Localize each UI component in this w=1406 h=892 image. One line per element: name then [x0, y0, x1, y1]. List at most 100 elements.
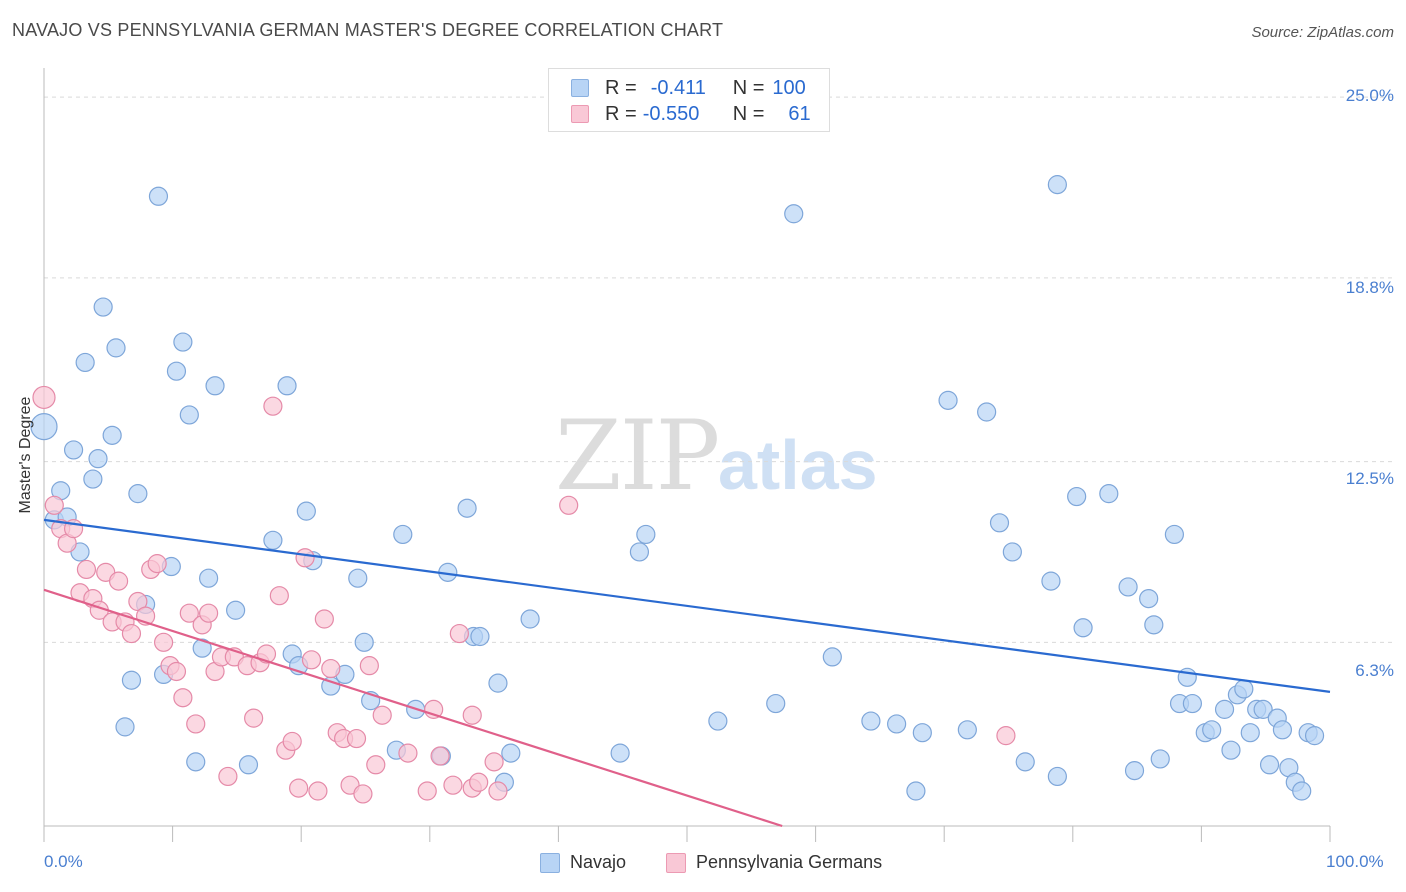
navajo-point — [977, 402, 997, 422]
source-credit: Source: ZipAtlas.com — [1251, 24, 1394, 41]
n-value: 100 — [772, 76, 806, 99]
pa-point — [153, 632, 174, 652]
pa-point — [430, 746, 450, 766]
navajo-point — [906, 781, 926, 801]
n-value: 61 — [788, 102, 811, 125]
pa-point — [301, 650, 322, 670]
navajo-point — [1234, 679, 1254, 699]
navajo-point — [636, 524, 656, 545]
navajo-point — [457, 498, 477, 518]
navajo-point — [1118, 577, 1138, 597]
pa-point — [166, 661, 187, 682]
navajo-point — [766, 693, 786, 714]
pa-point — [179, 603, 199, 623]
navajo-point — [1240, 723, 1260, 743]
pa-point — [173, 688, 193, 708]
navajo-point — [199, 568, 219, 588]
y-tick-label: 6.3% — [1355, 661, 1394, 680]
x-tick-label: 100.0% — [1326, 852, 1384, 871]
pa-point — [366, 755, 386, 775]
navajo-point — [1214, 699, 1235, 719]
pa-point — [147, 554, 167, 574]
legend-item-pa[interactable]: Pennsylvania Germans — [666, 852, 882, 873]
legend-row-pa: R = -0.550 N = 61 — [571, 102, 811, 126]
navajo-point — [1047, 175, 1067, 195]
pa-point — [244, 708, 264, 728]
chart-title: NAVAJO VS PENNSYLVANIA GERMAN MASTER'S D… — [12, 20, 724, 40]
pa-point — [108, 571, 129, 591]
pa-point — [559, 495, 579, 515]
pa-point — [263, 396, 283, 416]
navajo-point — [1041, 571, 1061, 591]
navajo-trend-line — [43, 518, 1331, 693]
navajo-point — [912, 723, 932, 743]
navajo-point — [115, 717, 135, 737]
navajo-legend-swatch — [540, 852, 560, 873]
pa-point — [462, 705, 482, 725]
navajo-point — [88, 449, 108, 469]
pa-point — [346, 728, 367, 749]
navajo-point — [989, 513, 1010, 533]
navajo-point — [121, 670, 142, 690]
pa-point — [76, 559, 97, 580]
navajo-point — [1015, 752, 1035, 772]
navajo-point — [106, 338, 126, 358]
navajo-point — [226, 600, 246, 620]
pa-point — [353, 784, 373, 804]
pa-point — [289, 778, 309, 798]
navajo-point — [296, 501, 316, 521]
navajo-point — [192, 638, 212, 658]
legend-item-navajo[interactable]: Navajo — [540, 852, 626, 873]
navajo-swatch — [571, 79, 589, 97]
y-tick-label: 25.0% — [1345, 86, 1394, 105]
pa-point — [484, 752, 504, 772]
legend-row-navajo: R = -0.411 N = 100 — [571, 76, 806, 100]
navajo-point — [1144, 615, 1164, 635]
navajo-point — [1150, 749, 1170, 769]
navajo-point — [128, 484, 148, 504]
legend-label-pa: Pennsylvania Germans — [696, 852, 883, 872]
navajo-point — [83, 469, 103, 489]
navajo-point — [708, 711, 728, 731]
navajo-point — [63, 440, 84, 460]
r-value: -0.550 — [642, 102, 700, 125]
navajo-point — [784, 204, 804, 224]
pa-swatch — [571, 105, 589, 123]
navajo-point — [393, 524, 413, 545]
navajo-point — [1202, 720, 1222, 740]
y-tick-label: 18.8% — [1345, 278, 1394, 297]
pa-point — [218, 766, 238, 787]
navajo-point — [277, 376, 297, 396]
navajo-point — [1253, 699, 1273, 719]
navajo-point — [1304, 726, 1325, 746]
navajo-point — [1259, 755, 1280, 775]
pa-point — [359, 656, 379, 676]
navajo-point — [1073, 618, 1093, 638]
navajo-point — [610, 743, 630, 763]
navajo-point — [1124, 761, 1145, 781]
navajo-point — [238, 755, 259, 775]
pa-point — [295, 548, 315, 568]
navajo-point — [1164, 524, 1184, 545]
x-tick-label: 0.0% — [44, 852, 83, 871]
navajo-point — [102, 425, 122, 445]
navajo-point — [957, 720, 977, 740]
r-label: R = — [605, 76, 637, 99]
pa-point — [314, 609, 334, 629]
pa-point — [199, 603, 219, 623]
n-label: N = — [732, 76, 765, 99]
navajo-point — [148, 186, 169, 206]
navajo-point — [1182, 693, 1202, 714]
navajo-point — [1067, 486, 1087, 507]
navajo-point — [488, 673, 508, 693]
pa-point — [469, 772, 489, 792]
pa-point — [398, 743, 418, 763]
pa-point — [321, 658, 341, 679]
navajo-point — [1272, 720, 1293, 740]
navajo-point — [205, 376, 225, 396]
navajo-point — [887, 714, 907, 734]
pa-legend-swatch — [666, 852, 686, 873]
correlation-legend: R = -0.411 N = 100 R = -0.550 N = 61 — [548, 68, 830, 132]
pa-point — [449, 623, 469, 644]
navajo-point — [501, 743, 521, 763]
